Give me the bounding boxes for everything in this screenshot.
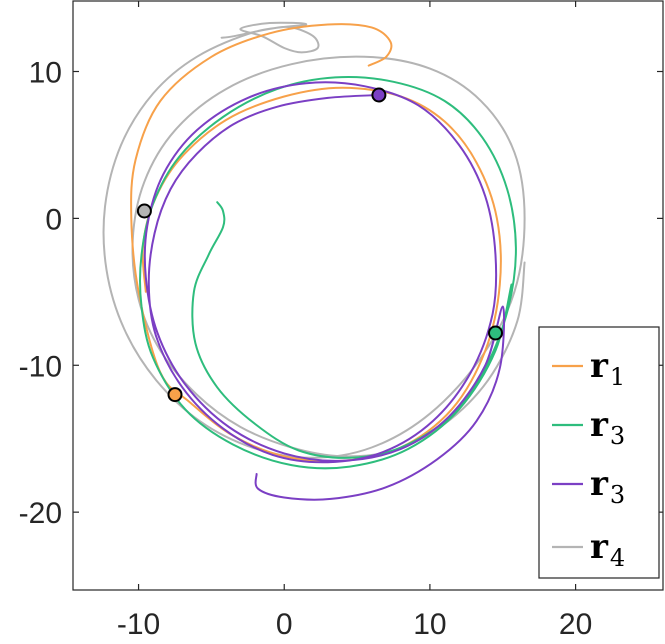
x-tick-label-3: 10	[413, 608, 446, 641]
series-marker-3	[371, 87, 387, 103]
tick-layer: -10 0 10 20 10 0 -10 -20	[19, 1, 663, 641]
series-marker-4	[136, 203, 152, 219]
legend-box	[538, 326, 660, 579]
marker-layer	[136, 87, 503, 403]
series-layer	[102, 21, 526, 501]
plot-area-border	[72, 0, 664, 591]
legend-entry-2: r3	[552, 405, 625, 450]
legend-entry-1: r1	[552, 346, 625, 391]
legend: r1 r3 r3 r4	[538, 326, 660, 579]
legend-label-2: r3	[590, 405, 625, 450]
legend-label-1: r1	[590, 346, 625, 391]
y-tick-label-2: 0	[45, 203, 62, 236]
series-marker-1	[167, 387, 183, 403]
x-tick-label-1: -10	[117, 608, 160, 641]
y-tick-label-4: -20	[19, 497, 62, 530]
series-line-3	[143, 81, 506, 501]
x-tick-label-2: 0	[276, 608, 293, 641]
legend-label-3: r3	[590, 464, 625, 509]
x-tick-label-4: 20	[559, 608, 592, 641]
series-line-2	[139, 76, 517, 470]
series-marker-2	[488, 325, 503, 341]
legend-entry-3: r3	[552, 464, 625, 509]
y-tick-label-3: -10	[19, 350, 62, 383]
y-tick-label-1: 10	[29, 57, 62, 90]
legend-label-4: r4	[590, 527, 625, 572]
legend-entry-4: r4	[552, 527, 625, 572]
